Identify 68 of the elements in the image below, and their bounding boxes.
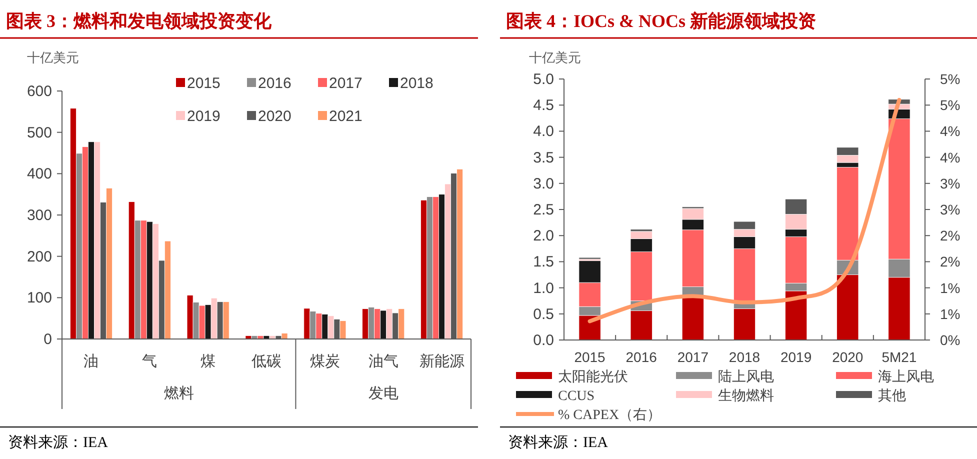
y2-tick-label: 0%: [940, 332, 960, 348]
y-tick-label: 200: [26, 248, 52, 266]
x-tick-label: 煤: [200, 353, 216, 370]
legend-label: 海上风电: [878, 369, 934, 385]
y-tick-label: 100: [26, 290, 52, 307]
bar: [682, 296, 704, 340]
x-tick-label: 油: [84, 353, 99, 370]
y2-tick-label: 2%: [940, 228, 960, 244]
x-tick-label: 气: [142, 353, 158, 370]
legend-label: 2021: [329, 108, 362, 125]
y-tick-label: 500: [26, 124, 52, 142]
legend-label: 生物燃料: [718, 388, 774, 404]
x-tick-label: 2019: [780, 349, 812, 365]
legend-label: 2018: [400, 75, 434, 92]
y-axis-title: 十亿美元: [529, 50, 581, 65]
y-tick-label: 0.5: [533, 306, 554, 323]
legend-label: 2015: [187, 75, 220, 92]
x-tick-label: 煤炭: [310, 353, 340, 370]
x-tick-label: 2015: [574, 349, 606, 365]
y-tick-label: 5.0: [533, 71, 554, 88]
y-tick-label: 600: [26, 83, 52, 100]
legend-label: 2016: [258, 75, 292, 92]
y2-tick-label: 1%: [940, 280, 960, 296]
y-tick-label: 3.5: [533, 149, 554, 166]
text: 燃料: [164, 385, 194, 402]
legend-label: 2017: [329, 75, 362, 92]
legend-label: 其他: [878, 388, 906, 404]
x-tick-label: 2017: [677, 349, 709, 365]
y2-tick-label: 5%: [940, 97, 960, 114]
x-tick-label: 2020: [832, 349, 864, 365]
x-tick-label: 低碳: [252, 353, 282, 370]
y-tick-label: 1.5: [533, 254, 554, 271]
y-tick-label: 2.5: [533, 202, 554, 218]
y2-tick-label: 3%: [940, 175, 960, 192]
y-tick-label: 4.0: [533, 123, 554, 140]
chart-title: 图表 3：燃料和发电领域投资变化: [6, 11, 272, 31]
y2-tick-label: 3%: [940, 202, 960, 218]
x-tick-label: 5M21: [882, 349, 917, 365]
bar: [733, 308, 756, 340]
x-tick-label: 2018: [728, 349, 760, 365]
y-tick-label: 400: [26, 166, 52, 183]
y-tick-label: 2.0: [533, 228, 554, 245]
y-tick-label: 4.5: [533, 97, 554, 114]
y2-tick-label: 1%: [940, 306, 960, 322]
x-tick-label: 油气: [368, 353, 398, 370]
legend-label: % CAPEX（右）: [558, 407, 662, 423]
legend-label: 陆上风电: [718, 369, 774, 385]
y-tick-label: 3.0: [533, 175, 554, 192]
line-series: [588, 98, 902, 324]
legend-label: CCUS: [558, 389, 595, 404]
x-tick-label: 2016: [626, 349, 658, 365]
text: 资料来源：IEA: [8, 434, 108, 451]
x-tick-label: 新能源: [419, 353, 464, 370]
text: 发电: [368, 385, 398, 402]
y-tick-label: 0.0: [533, 332, 554, 349]
y-tick-label: 300: [26, 207, 52, 224]
legend-label: 太阳能光伏: [558, 369, 628, 385]
y-tick-label: 1.0: [533, 280, 554, 297]
legend-label: 2020: [258, 108, 292, 125]
text: 资料来源：IEA: [508, 434, 608, 451]
y2-tick-label: 4%: [940, 123, 960, 140]
y2-tick-label: 5%: [940, 71, 960, 87]
y-axis-title: 十亿美元: [27, 50, 79, 65]
chart-title: 图表 4：IOCs & NOCs 新能源领域投资: [506, 11, 816, 31]
legend-label: 2019: [187, 108, 220, 125]
y2-tick-label: 2%: [940, 254, 960, 270]
y-tick-label: 0: [44, 331, 52, 348]
y2-tick-label: 4%: [940, 149, 960, 166]
